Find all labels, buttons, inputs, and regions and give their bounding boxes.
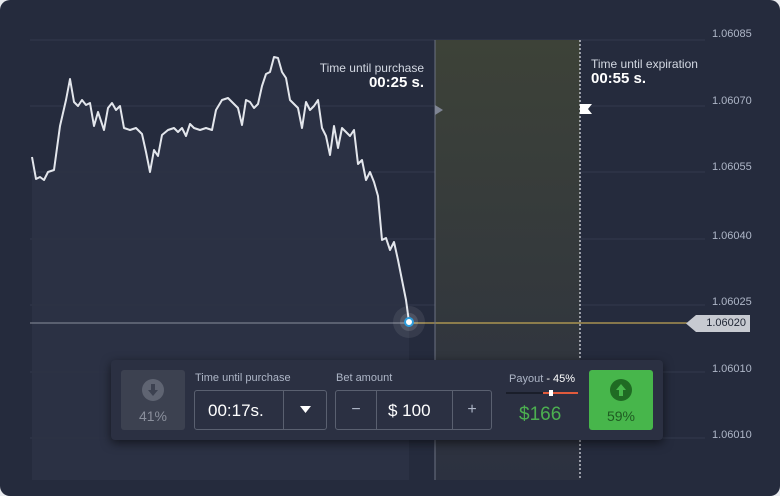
trade-panel: 41% Time until purchase 00:17s. Bet amou… [111, 360, 663, 440]
y-tick-label: 1.06025 [712, 296, 752, 308]
call-button[interactable]: 59% [589, 370, 653, 430]
put-percent: 41% [138, 408, 168, 424]
bet-label: Bet amount [336, 372, 393, 384]
arrow-up-circle-icon [610, 379, 632, 401]
bet-divider-left [376, 391, 377, 429]
timer-value: 00:17s. [208, 401, 264, 420]
price-line [31, 56, 410, 323]
timer-label: Time until purchase [195, 372, 291, 384]
purchase-time-label: Time until purchase [319, 61, 424, 75]
y-tick-label: 1.06055 [712, 161, 752, 173]
y-tick-label: 1.06040 [712, 230, 752, 242]
bet-increase-button[interactable]: + [467, 401, 477, 418]
y-tick-label: 1.06010 [712, 429, 752, 441]
payout-label: Payout [509, 373, 544, 385]
put-button[interactable]: 41% [121, 370, 185, 430]
expiration-time-value: 00:55 s. [591, 70, 647, 87]
purchase-time-value: 00:25 s. [368, 74, 424, 91]
y-tick-label: 1.06070 [712, 95, 752, 107]
timer-dropdown-button[interactable] [284, 391, 327, 429]
payout-label-group: Payout - 45% [509, 373, 575, 385]
call-percent: 59% [606, 408, 636, 424]
caret-down-icon [300, 406, 311, 413]
bet-decrease-button[interactable]: − [351, 401, 361, 418]
payout-amount: $166 [519, 404, 562, 425]
timer-select[interactable]: 00:17s. [194, 390, 327, 430]
expiration-time-label: Time until expiration [591, 57, 698, 71]
purchase-marker-icon [435, 105, 443, 115]
y-tick-label: 1.06010 [712, 363, 752, 375]
payout-percent: - 45% [546, 373, 576, 385]
bet-divider-right [452, 391, 453, 429]
arrow-down-circle-icon [142, 379, 164, 401]
current-price-badge: 1.06020 [686, 315, 750, 332]
y-tick-label: 1.06085 [712, 28, 752, 40]
payout-bar [506, 390, 578, 396]
current-point [404, 317, 414, 327]
finish-flag-icon [580, 104, 592, 114]
bet-stepper: − $ 100 + [335, 390, 492, 430]
bet-amount-input[interactable]: $ 100 [388, 401, 431, 420]
timer-divider [283, 391, 284, 429]
